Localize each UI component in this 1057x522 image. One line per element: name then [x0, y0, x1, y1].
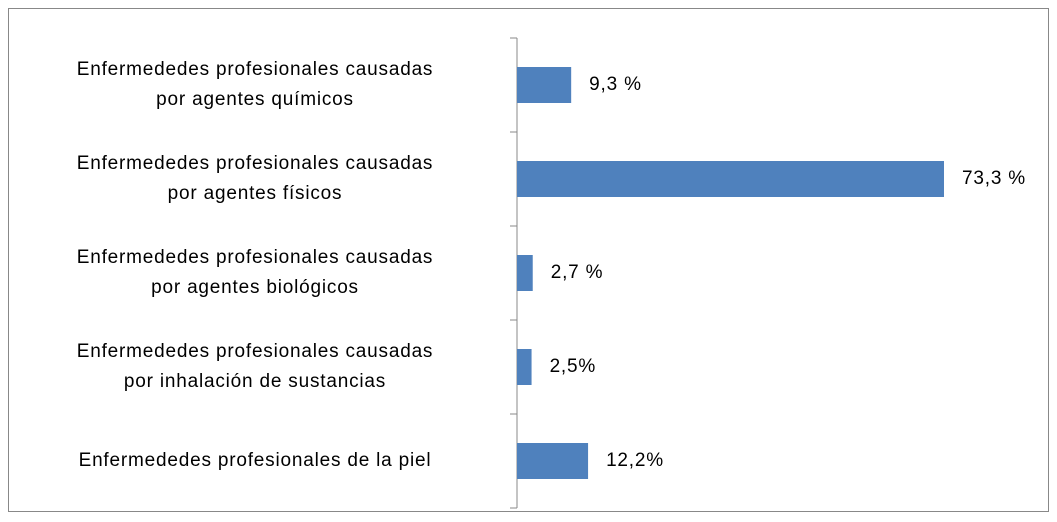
- value-label: 2,5%: [549, 356, 597, 377]
- value-label: 9,3 %: [589, 74, 642, 95]
- bar: [517, 161, 944, 197]
- bar: [517, 349, 532, 385]
- value-label: 2,7 %: [550, 262, 604, 283]
- value-label: 12,2%: [606, 450, 664, 471]
- category-label: Enfermededes profesionales causadas por …: [76, 59, 434, 110]
- category-label: Enfermededes profesionales causadas por …: [76, 247, 434, 298]
- chart-border: [8, 8, 1049, 512]
- bar: [517, 67, 572, 103]
- category-label: Enfermededes profesionales de la piel: [78, 450, 432, 471]
- category-label: Enfermededes profesionales causadas por …: [76, 341, 434, 392]
- bar: [517, 443, 589, 479]
- value-label: 73,3 %: [962, 168, 1026, 189]
- category-label: Enfermededes profesionales causadas por …: [76, 153, 434, 204]
- bar: [517, 255, 533, 291]
